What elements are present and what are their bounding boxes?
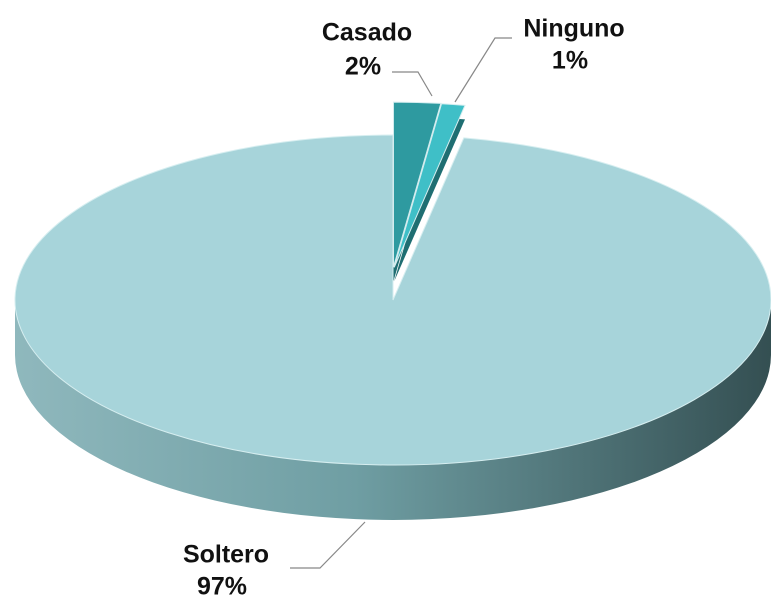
- labels: Casado 2% Ninguno 1% Soltero 97%: [183, 15, 625, 601]
- category-label: Ninguno: [523, 15, 624, 43]
- pie: [14, 101, 771, 520]
- slice-depth: [394, 117, 466, 282]
- category-label: Soltero: [183, 541, 269, 569]
- value-label: 1%: [552, 47, 588, 75]
- leader-line: [454, 37, 512, 103]
- leader-line: [392, 71, 433, 97]
- leader-line: [290, 521, 366, 569]
- value-label: 97%: [197, 573, 247, 601]
- category-label: Casado: [322, 19, 412, 47]
- slice: [14, 134, 771, 466]
- slice: [392, 101, 442, 268]
- slice-side: [15, 300, 771, 520]
- slice: [393, 103, 466, 268]
- value-label: 2%: [345, 53, 381, 81]
